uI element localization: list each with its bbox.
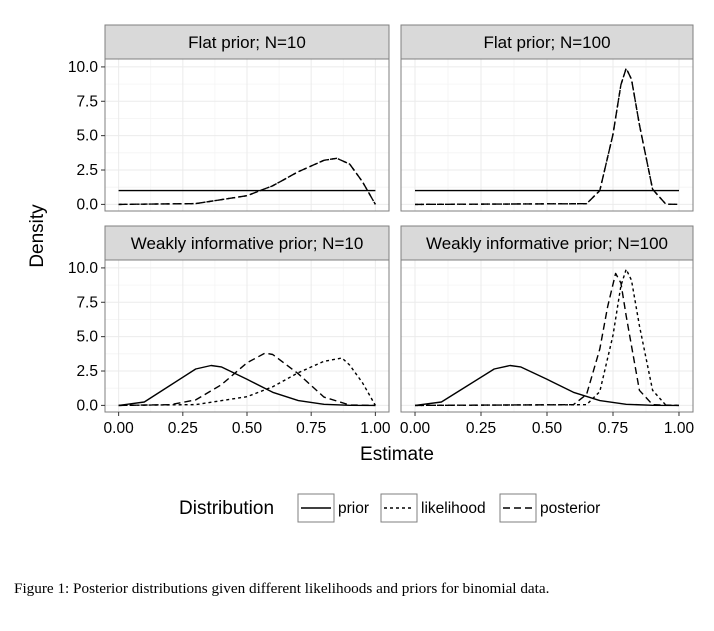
y-tick-label: 2.5: [76, 363, 98, 380]
legend-title: Distribution: [179, 498, 274, 519]
y-tick-label: 5.0: [76, 128, 98, 145]
facet-strip: [104, 225, 390, 261]
legend-label: prior: [338, 500, 369, 517]
x-tick-label: 1.00: [360, 420, 391, 437]
y-tick-label: 0.0: [76, 397, 98, 414]
legend: Distribution prior likelihood posterior: [179, 493, 600, 523]
series-line-likelihood: [414, 268, 680, 407]
y-tick-label: 7.5: [76, 93, 98, 110]
x-axis-title: Estimate: [360, 444, 434, 465]
facet-strip: [400, 24, 694, 60]
facet-title: Flat prior; N=10: [188, 33, 306, 52]
y-tick-label: 2.5: [76, 162, 98, 179]
facet-strip: [400, 225, 694, 261]
series-line-posterior: [118, 157, 377, 206]
x-tick-label: 0.75: [598, 420, 628, 437]
y-tick-label: 7.5: [76, 294, 98, 311]
facet-title: Flat prior; N=100: [483, 33, 610, 52]
y-tick-label: 5.0: [76, 329, 98, 346]
series-line-posterior: [414, 67, 680, 206]
y-tick-label: 10.0: [68, 59, 99, 76]
legend-label: posterior: [540, 500, 600, 517]
x-tick-label: 0.25: [466, 420, 496, 437]
series-line-posterior: [414, 272, 680, 407]
y-axis-title: Density: [27, 204, 48, 268]
y-tick-label: 10.0: [68, 260, 99, 277]
x-tick-label: 0.50: [232, 420, 263, 437]
facet-title: Weakly informative prior; N=100: [426, 234, 668, 253]
facet-panel: Weakly informative prior; N=100 0.00 0.25 0…: [400, 225, 695, 437]
series-line-likelihood: [118, 357, 377, 407]
facet-panel: Weakly informative prior; N=10 0.0 2.5 5.0 7…: [68, 225, 391, 437]
x-tick-label: 1.00: [664, 420, 695, 437]
panel-border: [400, 58, 694, 212]
series-line-prior: [414, 364, 680, 407]
legend-label: likelihood: [421, 500, 486, 517]
panel-border: [104, 58, 390, 212]
x-tick-label: 0.50: [532, 420, 563, 437]
facet-title: Weakly informative prior; N=10: [131, 234, 364, 253]
facet-strip: [104, 24, 390, 60]
x-tick-label: 0.25: [168, 420, 198, 437]
series-line-posterior: [118, 352, 376, 407]
figure-caption: Figure 1: Posterior distributions given …: [14, 580, 550, 597]
y-tick-label: 0.0: [76, 196, 98, 213]
x-tick-label: 0.00: [104, 420, 135, 437]
x-tick-label: 0.75: [296, 420, 326, 437]
x-tick-label: 0.00: [400, 420, 431, 437]
facet-panel: Flat prior; N=10 0.0 2.5 5.0 7.5 10.0: [68, 24, 390, 213]
facet-panel: Flat prior; N=100: [400, 24, 694, 212]
